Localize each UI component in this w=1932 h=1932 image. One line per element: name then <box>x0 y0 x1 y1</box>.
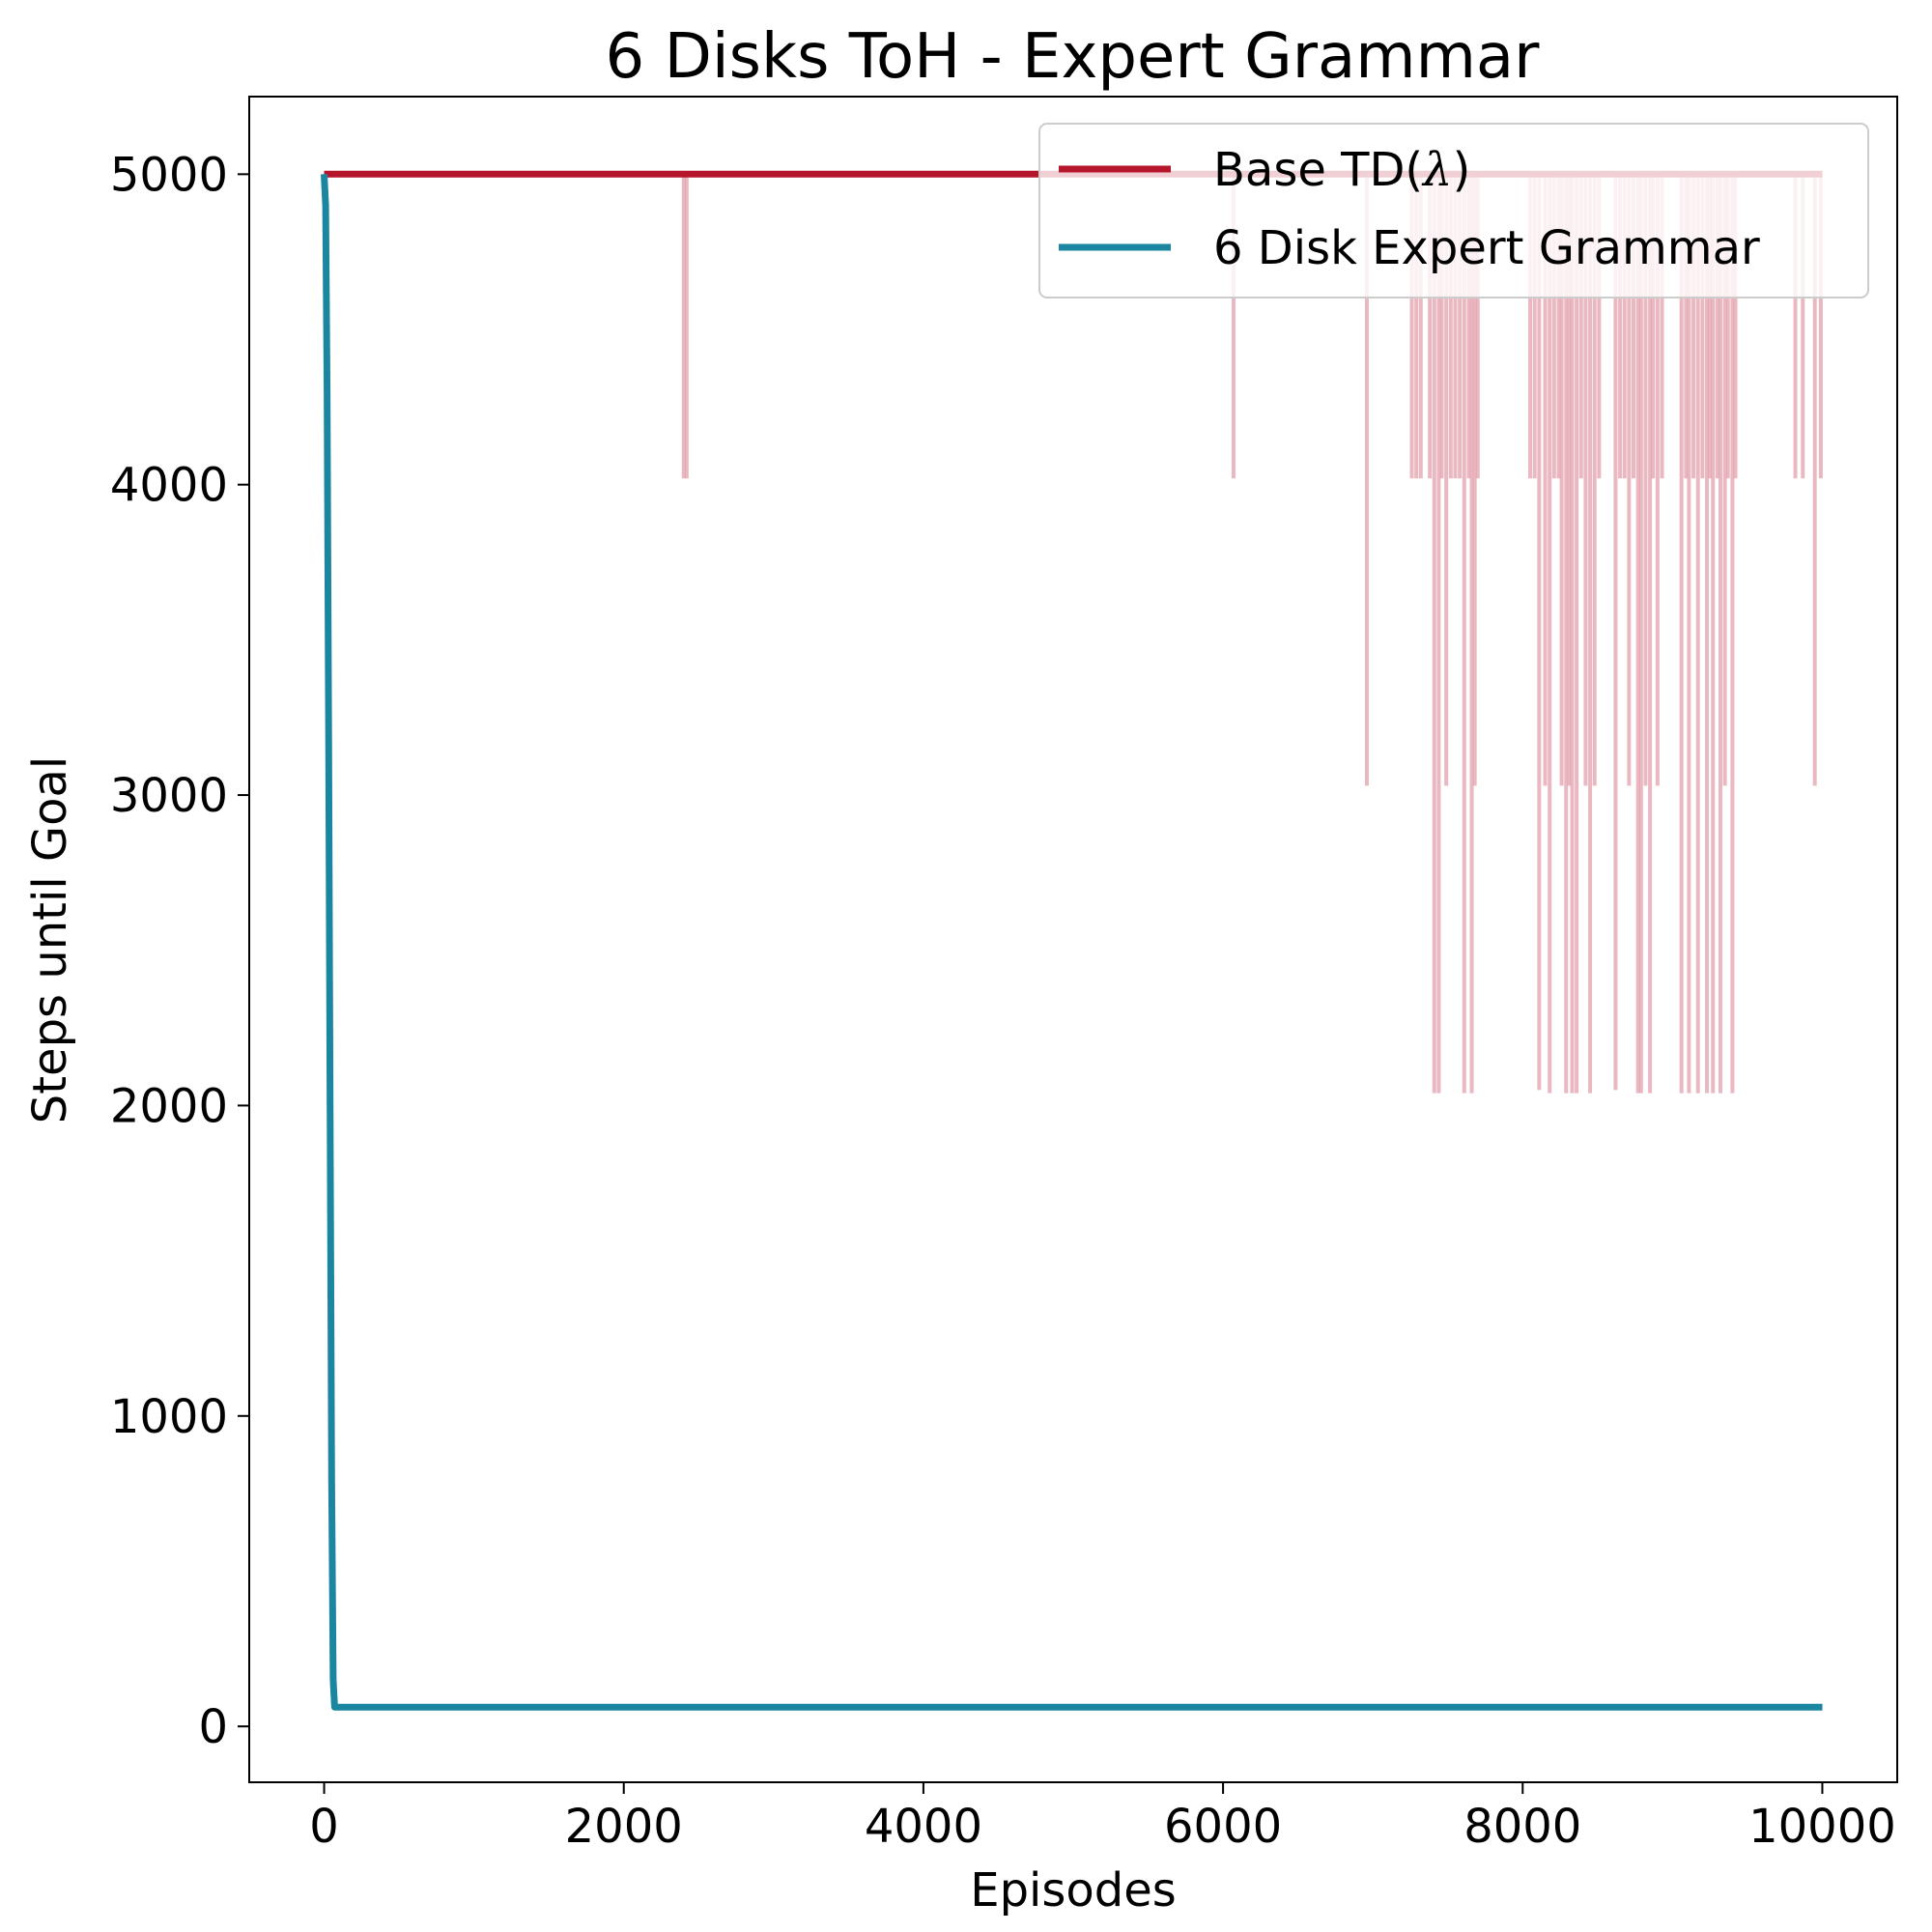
legend-label-base-td: Base TD(λ) <box>1213 143 1470 197</box>
x-tick-label: 2000 <box>565 1800 683 1854</box>
legend-label-expert-grammar: 6 Disk Expert Grammar <box>1213 221 1760 275</box>
legend-label-base-prefix: Base TD( <box>1213 143 1423 197</box>
y-tick-label: 3000 <box>110 769 228 823</box>
x-tick-label: 8000 <box>1463 1800 1581 1854</box>
y-axis-ticks: 0 1000 2000 3000 4000 5000 <box>110 148 249 1754</box>
plot-area-frame <box>248 96 1898 1783</box>
y-tick-label: 4000 <box>110 459 228 513</box>
legend-label-base-suffix: ) <box>1453 143 1471 197</box>
y-tick-label: 0 <box>198 1700 228 1754</box>
x-axis-label: Episodes <box>970 1863 1177 1918</box>
chart-title: 6 Disks ToH - Expert Grammar <box>606 21 1541 93</box>
raw-data-layer <box>322 172 1823 1710</box>
x-tick-label: 10000 <box>1748 1800 1896 1854</box>
x-tick-label: 6000 <box>1164 1800 1282 1854</box>
x-tick-label: 0 <box>309 1800 339 1854</box>
x-axis-ticks: 0 2000 4000 6000 8000 10000 <box>309 1782 1896 1854</box>
series-line-expert-grammar <box>321 174 1823 1711</box>
legend-label-lambda-symbol: λ <box>1421 143 1452 197</box>
y-tick-label: 5000 <box>110 148 228 202</box>
legend-box <box>1038 123 1869 298</box>
x-tick-label: 4000 <box>865 1800 982 1854</box>
y-axis-label: Steps until Goal <box>23 756 77 1123</box>
legend: Base TD(λ) 6 Disk Expert Grammar <box>1038 123 1869 298</box>
y-tick-label: 2000 <box>110 1079 228 1133</box>
y-tick-label: 1000 <box>110 1390 228 1444</box>
